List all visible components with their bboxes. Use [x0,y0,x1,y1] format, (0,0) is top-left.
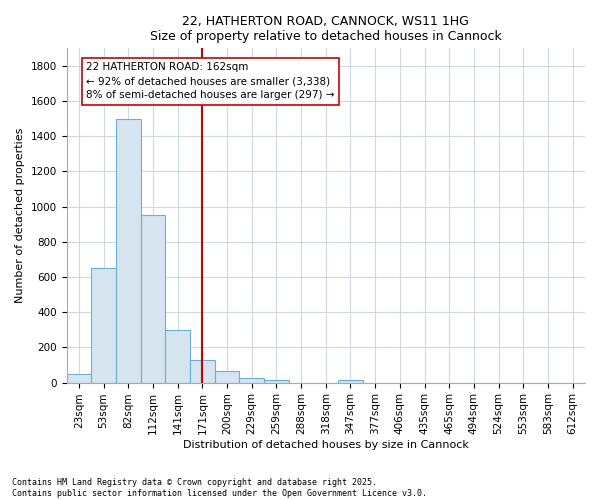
Title: 22, HATHERTON ROAD, CANNOCK, WS11 1HG
Size of property relative to detached hous: 22, HATHERTON ROAD, CANNOCK, WS11 1HG Si… [150,15,502,43]
Bar [67,374,91,382]
Text: Contains HM Land Registry data © Crown copyright and database right 2025.
Contai: Contains HM Land Registry data © Crown c… [12,478,427,498]
Bar [190,360,215,382]
Bar [215,371,239,382]
X-axis label: Distribution of detached houses by size in Cannock: Distribution of detached houses by size … [183,440,469,450]
Bar [91,268,116,382]
Bar [165,330,190,382]
Bar [116,118,140,382]
Bar [140,216,165,382]
Bar [338,380,363,382]
Bar [239,378,264,382]
Y-axis label: Number of detached properties: Number of detached properties [15,128,25,303]
Bar [264,380,289,382]
Text: 22 HATHERTON ROAD: 162sqm
← 92% of detached houses are smaller (3,338)
8% of sem: 22 HATHERTON ROAD: 162sqm ← 92% of detac… [86,62,335,100]
